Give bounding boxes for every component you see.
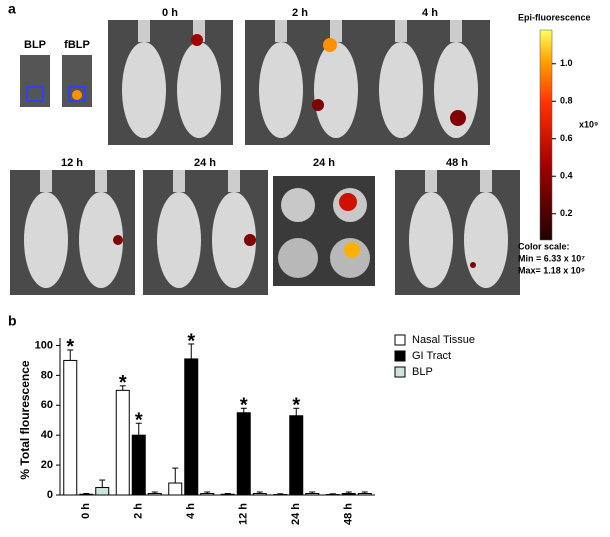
tube-label: BLP bbox=[24, 39, 46, 51]
tube-label: fBLP bbox=[64, 39, 90, 51]
x-tick-label: 0 h bbox=[80, 503, 92, 519]
significance-mark: * bbox=[187, 330, 195, 352]
panel-label: b bbox=[8, 313, 17, 329]
signal bbox=[312, 99, 324, 111]
time-label: 0 h bbox=[162, 7, 178, 19]
bar bbox=[63, 359, 78, 496]
bar bbox=[184, 358, 199, 496]
x-tick-label: 48 h bbox=[343, 503, 355, 525]
mouse-image bbox=[365, 20, 490, 145]
panel-label: a bbox=[8, 1, 16, 17]
x-tick-label: 24 h bbox=[290, 503, 302, 525]
bar bbox=[115, 389, 130, 496]
y-tick-label: 60 bbox=[41, 399, 53, 411]
bar bbox=[147, 493, 162, 496]
y-tick-label: 100 bbox=[35, 339, 53, 351]
bar bbox=[236, 412, 251, 496]
y-tick-label: 40 bbox=[41, 429, 53, 441]
significance-mark: * bbox=[66, 336, 74, 358]
signal bbox=[450, 110, 466, 126]
x-tick-label: 2 h bbox=[133, 503, 145, 519]
color-scale-text: Min = 6.33 x 10⁷ bbox=[518, 253, 585, 263]
time-label: 4 h bbox=[422, 7, 438, 19]
signal bbox=[470, 262, 476, 268]
legend-label: GI Tract bbox=[412, 350, 451, 362]
legend-swatch bbox=[394, 350, 406, 362]
time-label: 12 h bbox=[61, 157, 83, 169]
colorbar-tick-label: 0.4 bbox=[560, 171, 573, 181]
significance-mark: * bbox=[240, 395, 248, 417]
signal bbox=[113, 235, 123, 245]
bar bbox=[168, 482, 183, 496]
mouse-image bbox=[108, 20, 233, 145]
significance-mark: * bbox=[292, 395, 300, 417]
time-label: 48 h bbox=[446, 157, 468, 169]
bar bbox=[200, 493, 215, 496]
color-scale-text: Max= 1.18 x 10⁹ bbox=[518, 265, 585, 275]
legend-swatch bbox=[394, 334, 406, 346]
color-scale-text: Color scale: bbox=[518, 241, 570, 251]
colorbar-tick-label: 0.6 bbox=[560, 133, 573, 143]
bar bbox=[289, 415, 304, 496]
colorbar bbox=[539, 29, 553, 241]
colorbar-unit: x10⁹ bbox=[579, 119, 598, 129]
bar bbox=[79, 493, 94, 496]
time-label: 24 h bbox=[313, 157, 335, 169]
y-tick-label: 0 bbox=[47, 489, 53, 501]
signal bbox=[191, 34, 203, 46]
colorbar-title: Epi-fluorescence bbox=[518, 12, 591, 22]
tube-image bbox=[20, 55, 50, 107]
bar bbox=[341, 493, 356, 496]
y-tick-label: 20 bbox=[41, 459, 53, 471]
significance-mark: * bbox=[119, 372, 127, 394]
bar bbox=[95, 487, 110, 496]
time-label: 2 h bbox=[292, 7, 308, 19]
legend-swatch bbox=[394, 366, 406, 378]
colorbar-tick-label: 0.2 bbox=[560, 208, 573, 218]
legend-label: Nasal Tissue bbox=[412, 334, 475, 346]
mouse-image bbox=[10, 170, 135, 295]
mouse-image bbox=[143, 170, 268, 295]
significance-mark: * bbox=[135, 410, 143, 432]
mouse-image bbox=[395, 170, 520, 295]
colorbar-tick-label: 0.8 bbox=[560, 96, 573, 106]
y-axis-title: % Total flourescence bbox=[18, 360, 32, 479]
x-tick-label: 4 h bbox=[185, 503, 197, 519]
bar bbox=[357, 493, 372, 496]
signal bbox=[244, 234, 256, 246]
signal bbox=[72, 90, 82, 100]
bar bbox=[220, 493, 235, 496]
legend-label: BLP bbox=[412, 366, 433, 378]
bar bbox=[305, 493, 320, 496]
colorbar-tick-label: 1.0 bbox=[560, 58, 573, 68]
bar bbox=[131, 434, 146, 496]
signal bbox=[323, 38, 337, 52]
x-tick-label: 12 h bbox=[238, 503, 250, 525]
roi bbox=[68, 86, 86, 102]
time-label: 24 h bbox=[194, 157, 216, 169]
y-tick-label: 80 bbox=[41, 369, 53, 381]
roi bbox=[26, 86, 44, 102]
bar bbox=[252, 493, 267, 496]
mouse-image bbox=[245, 20, 370, 145]
